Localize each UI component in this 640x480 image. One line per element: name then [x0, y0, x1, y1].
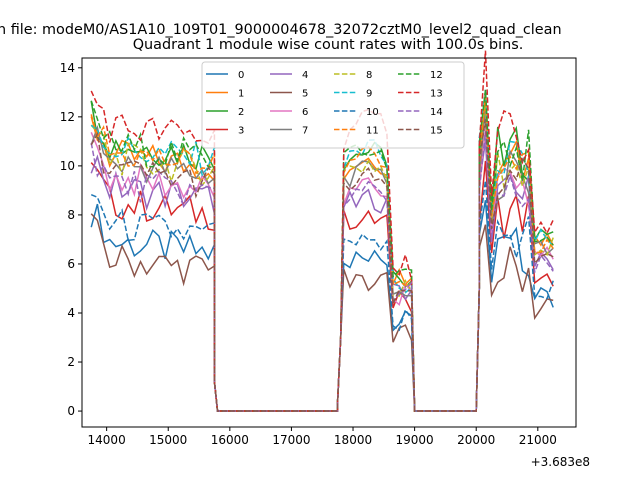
y-tick-label: 10	[60, 159, 75, 173]
x-tick-label: 19000	[396, 433, 434, 447]
legend-label-5: 5	[302, 89, 308, 100]
series-line-3	[90, 160, 554, 412]
y-tick-label: 0	[67, 404, 75, 418]
legend-label-14: 14	[430, 107, 443, 118]
x-tick-label: 18000	[334, 433, 372, 447]
legend-label-13: 13	[430, 89, 443, 100]
x-tick-label: 14000	[88, 433, 126, 447]
legend-label-1: 1	[238, 89, 244, 100]
legend-label-8: 8	[366, 70, 372, 81]
x-tick-label: 17000	[272, 433, 310, 447]
series-line-10	[90, 180, 554, 412]
y-tick-label: 14	[60, 61, 75, 75]
legend-label-0: 0	[238, 70, 244, 81]
legend-label-7: 7	[302, 126, 308, 137]
y-tick-label: 8	[67, 208, 75, 222]
legend-label-3: 3	[238, 126, 244, 137]
y-tick-label: 4	[67, 306, 75, 320]
legend-box	[201, 61, 465, 149]
series-line-14	[90, 131, 554, 412]
legend-label-9: 9	[366, 89, 372, 100]
x-tick-label: 16000	[211, 433, 249, 447]
series-layer	[90, 50, 554, 412]
x-tick-label: 21000	[519, 433, 557, 447]
x-axis: 14000 15000 16000 17000 18000 19000 20000 21000	[88, 427, 557, 447]
legend-label-6: 6	[302, 107, 308, 118]
y-tick-label: 12	[60, 110, 75, 124]
y-axis: 0 2 4 6 8 10 12 14	[60, 61, 82, 418]
x-tick-label: 15000	[149, 433, 187, 447]
series-line-15	[90, 119, 554, 412]
y-tick-label: 6	[67, 257, 75, 271]
legend-label-2: 2	[238, 107, 244, 118]
figure-suptitle: n file: modeM0/AS1A10_109T01_9000004678_…	[0, 22, 562, 38]
chart-title: Quadrant 1 module wise count rates with …	[133, 37, 524, 53]
x-offset-label: +3.683e8	[531, 455, 590, 469]
plot-frame	[81, 57, 577, 428]
legend-label-12: 12	[430, 70, 443, 81]
legend-label-11: 11	[366, 126, 379, 137]
legend-label-10: 10	[366, 107, 379, 118]
legend-label-15: 15	[430, 126, 443, 137]
legend-label-4: 4	[302, 70, 308, 81]
x-tick-label: 20000	[457, 433, 495, 447]
y-tick-label: 2	[67, 355, 75, 369]
